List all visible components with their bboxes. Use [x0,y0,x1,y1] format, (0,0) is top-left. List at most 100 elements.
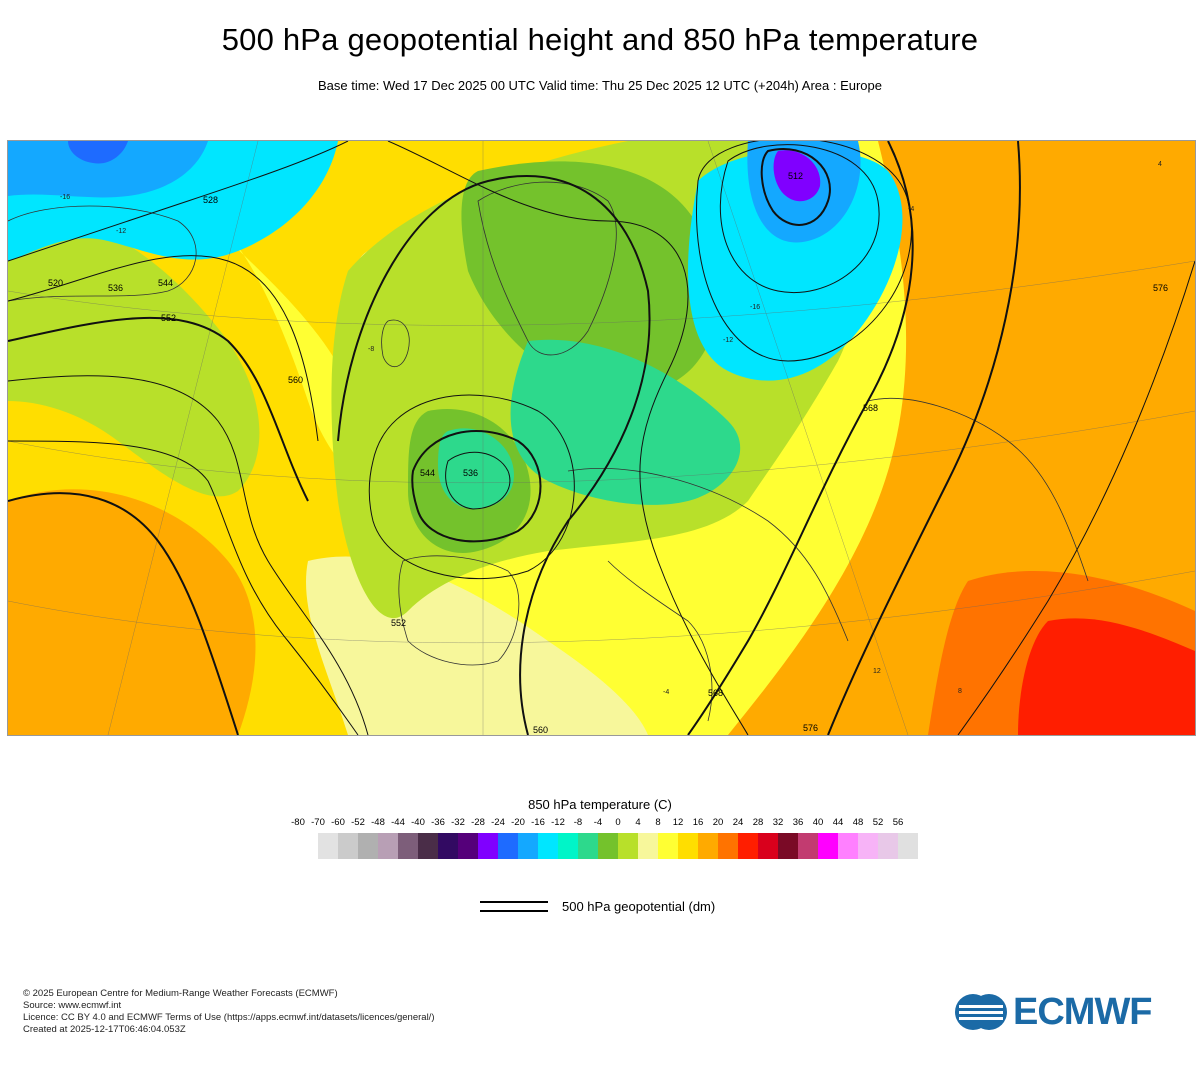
ecmwf-logo-text: ECMWF [1013,991,1153,1033]
graticule [8,141,1195,735]
contour-label: 568 [863,403,878,413]
contour-528 [8,141,349,262]
contour-label: 552 [391,618,406,628]
colorbar-tick-label: 0 [615,817,621,828]
temperature-label: -16 [750,304,760,311]
contour-legend-thin-line [480,901,548,903]
colorbar-swatch [538,833,558,859]
colorbar-swatch [858,833,878,859]
colorbar-tick-label: -24 [491,817,505,828]
contour-legend-label: 500 hPa geopotential (dm) [562,899,716,914]
colorbar-tick-label: 44 [832,817,844,828]
colorbar-swatch [798,833,818,859]
black-sea-outline [867,398,1089,582]
colorbar-swatch [818,833,838,859]
parallel-45 [8,410,1195,484]
colorbar-swatch [618,833,638,859]
contour-560 [8,492,239,735]
contour-576 [827,141,1021,735]
contour-legend-thick-line [480,909,548,912]
chart-subtitle: Base time: Wed 17 Dec 2025 00 UTC Valid … [318,78,882,93]
colorbar-tick-label: -80 [291,817,305,828]
contour-536 [8,255,319,442]
colorbar-swatch [438,833,458,859]
italy-outline [607,560,713,722]
colorbar-swatch [358,833,378,859]
colorbar-tick-label: -4 [593,817,603,828]
colorbar-tick-label: -44 [391,817,405,828]
colorbar-swatch [698,833,718,859]
colorbar-swatch [498,833,518,859]
geopotential-contours [8,141,1195,735]
colorbar-swatch [338,833,358,859]
colorbar-tick-label: 56 [892,817,904,828]
colorbar-tick-label: -36 [431,817,445,828]
colorbar-tick-label: -8 [573,817,583,828]
colorbar-swatch [658,833,678,859]
contour-label: 520 [48,278,63,288]
contour-label: 576 [1153,283,1168,293]
colorbar-tick-label: -48 [371,817,385,828]
colorbar-tick-label: 12 [672,817,684,828]
colorbar-tick-label: 36 [792,817,804,828]
colorbar-tick-label: -12 [551,817,565,828]
colorbar-swatch [418,833,438,859]
colorbar-tick-label: -70 [311,817,325,828]
contour-552 [8,375,369,735]
meridian-e [707,141,909,735]
temperature-label: -4 [663,689,669,696]
colorbar-swatch [518,833,538,859]
contour-label: 576 [803,723,818,733]
colorbar-tick-label: 52 [872,817,884,828]
contour-label: 552 [161,313,176,323]
parallel-60 [8,260,1195,326]
contour-560-mid [387,141,749,735]
temperature-label: -12 [723,337,733,344]
footer-copyright: © 2025 European Centre for Medium-Range … [23,988,338,999]
colorbar-swatch [458,833,478,859]
colorbar-tick-label: -40 [411,817,425,828]
contour-label: 544 [420,468,435,478]
temperature-label: 8 [958,688,962,695]
ecmwf-logo-mark [955,994,1007,1030]
colorbar-swatch [878,833,898,859]
map-svg: 528 536 544 552 560 568 576 520 544 552 … [8,141,1195,735]
colorbar-tick-label: -60 [331,817,345,828]
coldest-region-northwest [68,141,128,164]
colorbar-tick-label: 24 [732,817,744,828]
colorbar-swatch [378,833,398,859]
temperature-label: 4 [1158,161,1162,168]
footer-created: Created at 2025-12-17T06:46:04.053Z [23,1024,186,1035]
warm-region-southwest [8,489,256,735]
colorbar-swatch [738,833,758,859]
colorbar-swatch [718,833,738,859]
colorbar-swatch [558,833,578,859]
central-europe-coast [567,468,849,642]
colorbar-tick-label: 8 [655,817,661,828]
temperature-colorbar [318,833,918,859]
temperature-label-group: -16 -12 -8 -4 -16 -12 -4 4 8 12 [60,161,1162,696]
red-region-southeast [1018,618,1195,735]
iberian-low-ring-2 [445,451,511,510]
forecast-map: 528 536 544 552 560 568 576 520 544 552 … [7,140,1196,736]
temperature-label: -8 [368,346,374,353]
temperature-label: -4 [908,206,914,213]
colorbar-tick-label: -20 [511,817,525,828]
contour-584 [957,260,1195,735]
colorbar-swatch [398,833,418,859]
arctic-low-ring-2 [719,144,880,293]
footer-licence: Licence: CC BY 4.0 and ECMWF Terms of Us… [23,1012,435,1023]
colorbar-tick-label: 4 [635,817,641,828]
legend-title: 850 hPa temperature (C) [528,797,672,812]
iberia-outline [398,555,520,666]
colorbar-swatch [318,833,338,859]
colorbar-swatch [598,833,618,859]
colorbar-swatch [578,833,598,859]
contour-552-north [337,175,651,735]
ecmwf-logo: ECMWF [953,992,1183,1032]
colorbar-tick-label: -28 [471,817,485,828]
meridian-w [107,141,259,735]
footer-source: Source: www.ecmwf.int [23,1000,122,1011]
contour-556 [8,440,359,735]
contour-568 [687,141,914,735]
